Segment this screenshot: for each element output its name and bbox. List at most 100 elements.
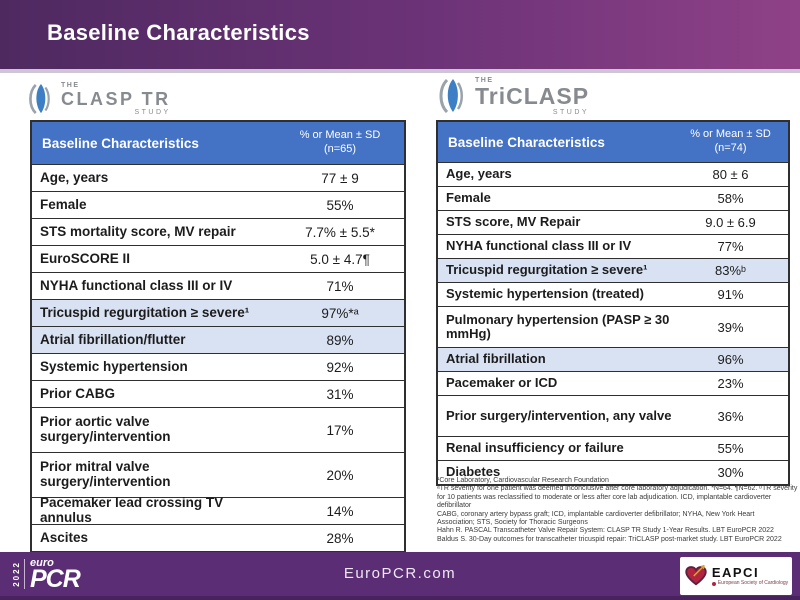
footnote-line: ᵃTR severity for one patient was deemed … [437, 485, 798, 493]
row-label: Diabetes [446, 464, 501, 480]
table-row: Renal insufficiency or failure 55% [438, 436, 788, 460]
clasp-logo-text: THE CLASP TR STUDY [61, 82, 171, 116]
row-label: Prior mitral valve surgery/intervention [40, 459, 171, 489]
row-value: 28% [326, 530, 354, 546]
row-value: 30% [717, 465, 744, 480]
row-value: 14% [326, 503, 354, 519]
row-value: 83%ᵇ [715, 263, 746, 278]
table-row: NYHA functional class III or IV 71% [32, 272, 404, 299]
table-row: Prior surgery/intervention, any valve 36% [438, 395, 788, 436]
table-row: Age, years 77 ± 9 [32, 164, 404, 191]
table-row: EuroSCORE II 5.0 ± 4.7¶ [32, 245, 404, 272]
clasp-leaf-icon [29, 83, 50, 115]
eapci-name-label: EAPCI [711, 565, 760, 580]
row-label: Age, years [446, 166, 512, 182]
footnote-line: for 10 patients was reclassified to mode… [437, 493, 772, 501]
esc-society-row: European Society of Cardiology [711, 580, 789, 586]
table-row: Female 58% [438, 186, 788, 210]
row-value: 58% [717, 191, 744, 206]
row-label: Prior CABG [40, 385, 116, 401]
header-value-line1: % or Mean ± SD [690, 128, 771, 141]
table-header-row: Baseline Characteristics % or Mean ± SD … [438, 122, 788, 162]
row-value: 36% [717, 408, 744, 424]
row-label: EuroSCORE II [40, 250, 131, 266]
row-value: 77% [717, 239, 744, 254]
table-row: Female 55% [32, 191, 404, 218]
row-value: 55% [326, 197, 354, 213]
table-row-highlighted: Tricuspid regurgitation ≥ severe¹ 83%ᵇ [438, 258, 788, 282]
footnote-line: CABG, coronary artery bypass graft; ICD,… [437, 510, 755, 518]
row-label: Tricuspid regurgitation ≥ severe¹ [40, 304, 250, 320]
row-label: Pacemaker or ICD [446, 375, 558, 391]
row-label: Prior surgery/intervention, any valve [446, 407, 672, 423]
table-header-value: % or Mean ± SD (n=74) [673, 128, 788, 156]
row-label: Ascites [40, 529, 89, 545]
row-value: 89% [326, 332, 354, 348]
logo-study-label: STUDY [134, 109, 171, 116]
row-value: 92% [326, 359, 354, 375]
pcr-label: PCR [30, 565, 81, 593]
row-label: Systemic hypertension [40, 358, 188, 374]
table-header-row: Baseline Characteristics % or Mean ± SD … [32, 122, 404, 164]
row-label: NYHA functional class III or IV [446, 238, 632, 254]
logo-the-label: THE [61, 82, 80, 89]
table-row-highlighted: Atrial fibrillation/flutter 89% [32, 326, 404, 353]
row-label: Renal insufficiency or failure [446, 440, 624, 456]
table-row: Systemic hypertension (treated) 91% [438, 282, 788, 306]
table-header-label: Baseline Characteristics [42, 135, 199, 151]
row-label: STS mortality score, MV repair [40, 223, 236, 239]
table-row: Pacemaker or ICD 23% [438, 371, 788, 395]
row-label: Female [40, 196, 87, 212]
row-label: NYHA functional class III or IV [40, 277, 233, 293]
row-label: Atrial fibrillation [446, 351, 546, 367]
row-label: Systemic hypertension (treated) [446, 286, 644, 302]
table-row: Prior CABG 31% [32, 380, 404, 407]
footnote-line: Baldus S. 30-Day outcomes for transcathe… [437, 535, 782, 543]
row-label: Atrial fibrillation/flutter [40, 331, 186, 347]
triclasp-leaf-icon [439, 78, 463, 114]
table-row: Prior mitral valve surgery/intervention 2… [32, 452, 404, 497]
table-row: Pulmonary hypertension (PASP ≥ 30 mmHg) 3… [438, 306, 788, 347]
footnote-line: Association; STS, Society for Thoracic S… [437, 518, 588, 526]
table-row: Pacemaker lead crossing TV annulus 14% [32, 495, 404, 525]
logo-study-label: STUDY [552, 108, 590, 116]
triclasp-logo-text: THE TriCLASP STUDY [475, 77, 589, 116]
header-value-line2: (n=74) [714, 142, 747, 154]
esc-society-label: European Society of Cardiology [717, 580, 789, 586]
row-value: 31% [326, 386, 354, 402]
footnotes-block: ¹Core Laboratory, Cardiovascular Researc… [437, 477, 800, 544]
europcr-website-text: EuroPCR.com [343, 565, 457, 582]
row-value: 97%*ᵃ [321, 305, 359, 321]
row-value: 91% [717, 287, 744, 302]
footnote-line: ¹Core Laboratory, Cardiovascular Researc… [437, 477, 609, 484]
triclasp-logo-name: TriCLASP [475, 82, 590, 109]
row-value: 77 ± 9 [321, 170, 359, 186]
triclasp-study-logo: THE TriCLASP STUDY [436, 76, 589, 116]
euro-label: euro [30, 557, 54, 569]
table-row-highlighted: Tricuspid regurgitation ≥ severe¹ 97%*ᵃ [32, 299, 404, 326]
table-row: Systemic hypertension 92% [32, 353, 404, 380]
row-label: Prior aortic valve surgery/intervention [40, 414, 171, 444]
row-value: 71% [326, 278, 354, 294]
row-label: Tricuspid regurgitation ≥ severe¹ [446, 262, 648, 278]
slide-title: Baseline Characteristics [47, 20, 310, 45]
table-row: STS mortality score, MV repair 7.7% ± 5.5… [32, 218, 404, 245]
table-row: Ascites 28% [32, 524, 404, 551]
row-label: Pulmonary hypertension (PASP ≥ 30 mmHg) [446, 311, 670, 341]
slide-header-band: Baseline Characteristics [0, 0, 800, 73]
row-value: 23% [717, 376, 744, 391]
row-label: Pacemaker lead crossing TV annulus [40, 495, 224, 525]
esc-dot-icon [711, 581, 716, 586]
slide-footer-band: 2022 euro PCR EuroPCR.com EAPCI European… [0, 552, 800, 600]
row-label: Age, years [40, 169, 109, 185]
table-header-label: Baseline Characteristics [448, 134, 605, 150]
eapci-heart-icon [685, 564, 707, 586]
row-label: STS score, MV Repair [446, 214, 581, 230]
triclasp-baseline-table: Baseline Characteristics % or Mean ± SD … [436, 120, 790, 486]
row-value: 55% [717, 441, 744, 456]
logo-divider [24, 559, 25, 590]
header-value-line2: (n=65) [323, 143, 357, 155]
row-value: 5.0 ± 4.7¶ [310, 251, 370, 267]
header-value-line1: % or Mean ± SD [299, 129, 381, 142]
table-row: NYHA functional class III or IV 77% [438, 234, 788, 258]
